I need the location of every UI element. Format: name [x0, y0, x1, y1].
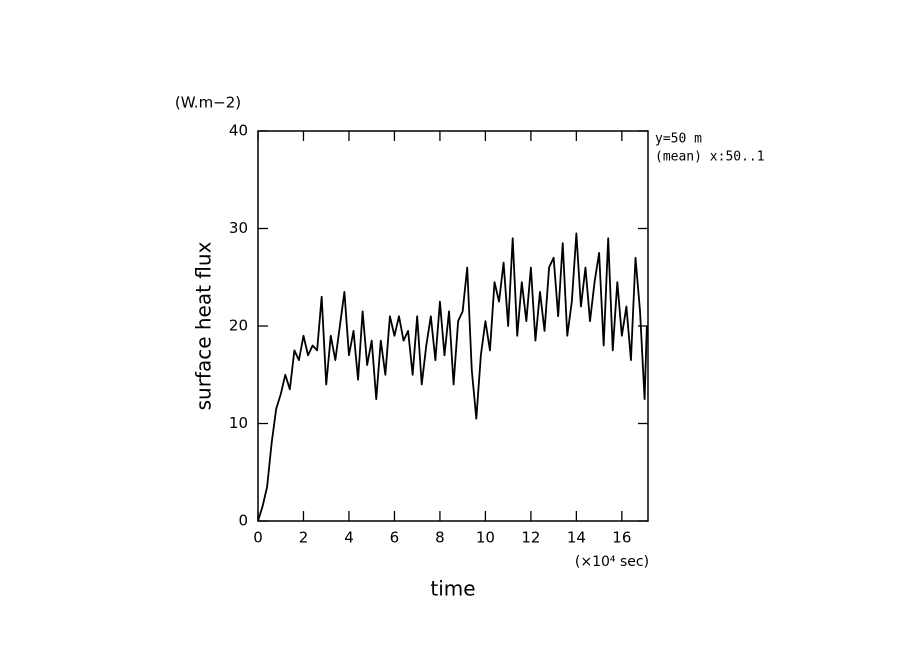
x-tick-label: 4 — [344, 529, 354, 547]
y-tick-label: 30 — [229, 219, 248, 237]
x-tick-label: 10 — [476, 529, 495, 547]
annotation: y=50 m — [655, 132, 702, 147]
y-tick-label: 10 — [229, 414, 248, 432]
x-tick-label: 2 — [299, 529, 309, 547]
y-unit: (W.m−2) — [175, 94, 241, 112]
y-tick-label: 20 — [229, 317, 248, 335]
x-axis-label: time — [430, 577, 475, 601]
y-tick-label: 0 — [238, 512, 248, 530]
y-tick-label: 40 — [229, 122, 248, 140]
data-line — [257, 232, 648, 522]
y-axis-label: surface heat flux — [192, 241, 216, 410]
x-tick-label: 6 — [390, 529, 400, 547]
annotation: (mean) x:50..1 — [655, 150, 765, 165]
plot-frame — [257, 130, 649, 522]
x-tick-label: 8 — [435, 529, 445, 547]
x-unit: (×10⁴ sec) — [575, 554, 649, 570]
x-tick-label: 16 — [612, 529, 631, 547]
x-tick-label: 14 — [567, 529, 586, 547]
x-tick-label: 12 — [521, 529, 540, 547]
x-tick-label: 0 — [253, 529, 263, 547]
